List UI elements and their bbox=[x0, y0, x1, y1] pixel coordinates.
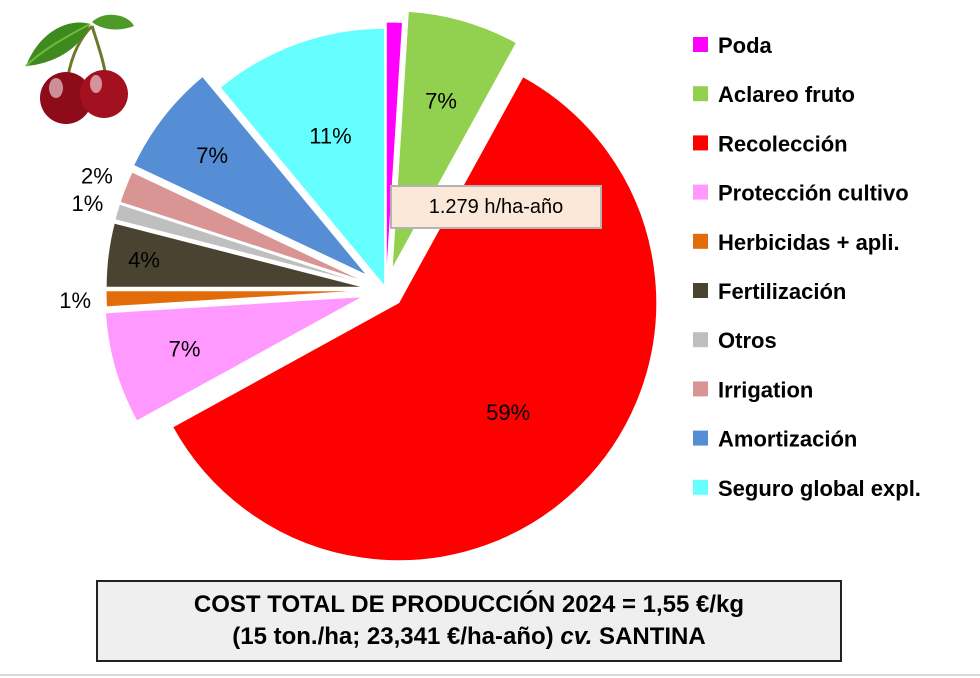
slice-label-6: 4% bbox=[128, 247, 160, 272]
legend-label-9: Amortización bbox=[718, 427, 857, 452]
pie-slice-9 bbox=[132, 75, 368, 276]
legend-swatch-1 bbox=[693, 37, 708, 52]
annotation-text: 1.279 h/ha-año bbox=[428, 195, 564, 218]
pie-slice-5 bbox=[105, 290, 365, 308]
legend-swatch-9 bbox=[693, 430, 708, 446]
summary-box: COST TOTAL DE PRODUCCIÓN 2024 = 1,55 €/k… bbox=[96, 580, 842, 662]
legend-label-4: Protección cultivo bbox=[718, 181, 909, 206]
legend-swatch-6 bbox=[693, 283, 708, 298]
legend-label-1: Poda bbox=[718, 33, 773, 58]
legend-swatch-3 bbox=[693, 135, 708, 151]
legend-label-2: Aclareo fruto bbox=[718, 82, 855, 107]
summary-line-2-italic: cv. bbox=[560, 623, 593, 650]
slice-label-2: 7% bbox=[425, 88, 457, 113]
annotation-box: 1.279 h/ha-año bbox=[390, 185, 602, 229]
pie-slice-6 bbox=[105, 222, 365, 288]
summary-line-2-prefix: (15 ton./ha; 23,341 €/ha-año) bbox=[232, 623, 561, 650]
pie-slice-8 bbox=[119, 171, 366, 283]
legend-swatch-7 bbox=[693, 332, 708, 348]
pie-slice-7 bbox=[114, 203, 366, 285]
slice-label-8: 2% bbox=[81, 164, 113, 189]
legend-swatch-10 bbox=[693, 479, 708, 495]
slice-label-9: 7% bbox=[196, 143, 228, 168]
cherries-icon bbox=[25, 14, 134, 124]
pie-slice-4 bbox=[104, 296, 364, 422]
legend-label-7: Otros bbox=[718, 328, 777, 353]
summary-line-2: (15 ton./ha; 23,341 €/ha-año) cv. SANTIN… bbox=[232, 621, 705, 653]
legend-label-10: Seguro global expl. bbox=[718, 476, 921, 501]
slice-label-5: 1% bbox=[59, 288, 91, 313]
slice-label-7: 1% bbox=[71, 191, 103, 216]
legend-label-8: Irrigation bbox=[718, 377, 813, 402]
legend-label-5: Herbicidas + apli. bbox=[718, 230, 900, 255]
slice-label-3: 59% bbox=[486, 400, 530, 425]
pie-slice-10 bbox=[219, 27, 386, 288]
legend-swatch-2 bbox=[693, 86, 708, 102]
slice-label-1: 1% bbox=[379, 0, 411, 4]
summary-line-2-suffix: SANTINA bbox=[592, 623, 706, 650]
summary-line-1: COST TOTAL DE PRODUCCIÓN 2024 = 1,55 €/k… bbox=[193, 591, 745, 618]
legend-swatch-4 bbox=[693, 184, 708, 200]
bottom-divider bbox=[0, 674, 980, 676]
legend-label-3: Recolección bbox=[718, 131, 848, 156]
legend-label-6: Fertilización bbox=[718, 279, 846, 304]
slice-label-10: 11% bbox=[309, 124, 351, 149]
legend-swatch-8 bbox=[693, 381, 708, 397]
legend-swatch-5 bbox=[693, 233, 708, 249]
slice-label-4: 7% bbox=[169, 337, 201, 362]
